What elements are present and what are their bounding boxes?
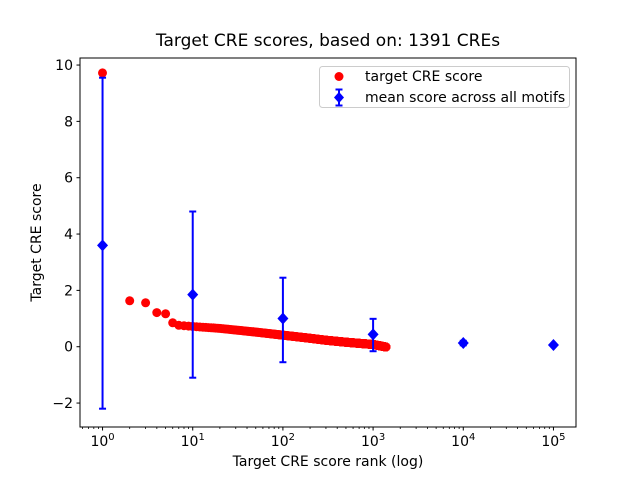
legend-mean-score-marker-icon xyxy=(334,88,344,107)
mean-score-errorbar xyxy=(367,317,379,353)
x-tick-label: 105 xyxy=(541,432,565,450)
mean-score-diamond xyxy=(457,337,469,350)
y-tick-label: 6 xyxy=(64,171,73,187)
plot-border xyxy=(79,57,577,428)
x-tick-label: 102 xyxy=(271,432,295,450)
legend-label-mean-score: mean score across all motifs xyxy=(365,90,565,106)
y-tick-label: 0 xyxy=(64,340,73,356)
mean-score-diamond xyxy=(367,328,379,341)
mean-score-series xyxy=(97,76,559,410)
mean-score-diamond xyxy=(277,312,289,325)
mean-score-errorbar xyxy=(277,276,289,364)
target-score-series xyxy=(98,68,391,352)
y-axis-label: Target CRE score xyxy=(29,183,45,302)
legend-label-target-score: target CRE score xyxy=(365,69,482,85)
x-tick-label: 103 xyxy=(361,432,385,450)
mean-score-errorbar xyxy=(97,76,109,410)
y-tick-label: 2 xyxy=(64,283,73,299)
target-score-point xyxy=(125,296,135,306)
mean-score-diamond xyxy=(187,288,199,301)
target-score-point xyxy=(152,308,162,318)
y-tick-label: 10 xyxy=(55,58,73,74)
chart-title: Target CRE scores, based on: 1391 CREs xyxy=(155,31,500,51)
x-tick-label: 104 xyxy=(451,432,475,450)
axes-layer: 100 101 102 103 104 105 −2 0 2 4 6 8 10 xyxy=(52,58,565,450)
y-tick-label: 8 xyxy=(64,114,73,130)
target-score-point xyxy=(161,309,171,319)
legend-box xyxy=(319,66,570,108)
y-tick-label: 4 xyxy=(64,227,73,243)
legend: target CRE score mean score across all m… xyxy=(319,66,570,108)
target-score-point xyxy=(381,342,391,352)
mean-score-errorbar xyxy=(187,210,199,379)
mean-score-errorbar xyxy=(547,339,559,352)
x-tick-label: 100 xyxy=(90,432,114,450)
x-tick-label: 101 xyxy=(181,432,205,450)
target-score-point xyxy=(141,298,151,308)
mean-score-errorbar xyxy=(457,337,469,350)
mean-score-diamond xyxy=(97,239,109,252)
legend-target-score-marker-icon xyxy=(334,72,344,81)
x-axis-label: Target CRE score rank (log) xyxy=(232,454,424,470)
mean-score-diamond xyxy=(547,339,559,352)
target-score-point xyxy=(98,68,107,78)
y-tick-label: −2 xyxy=(52,396,73,412)
